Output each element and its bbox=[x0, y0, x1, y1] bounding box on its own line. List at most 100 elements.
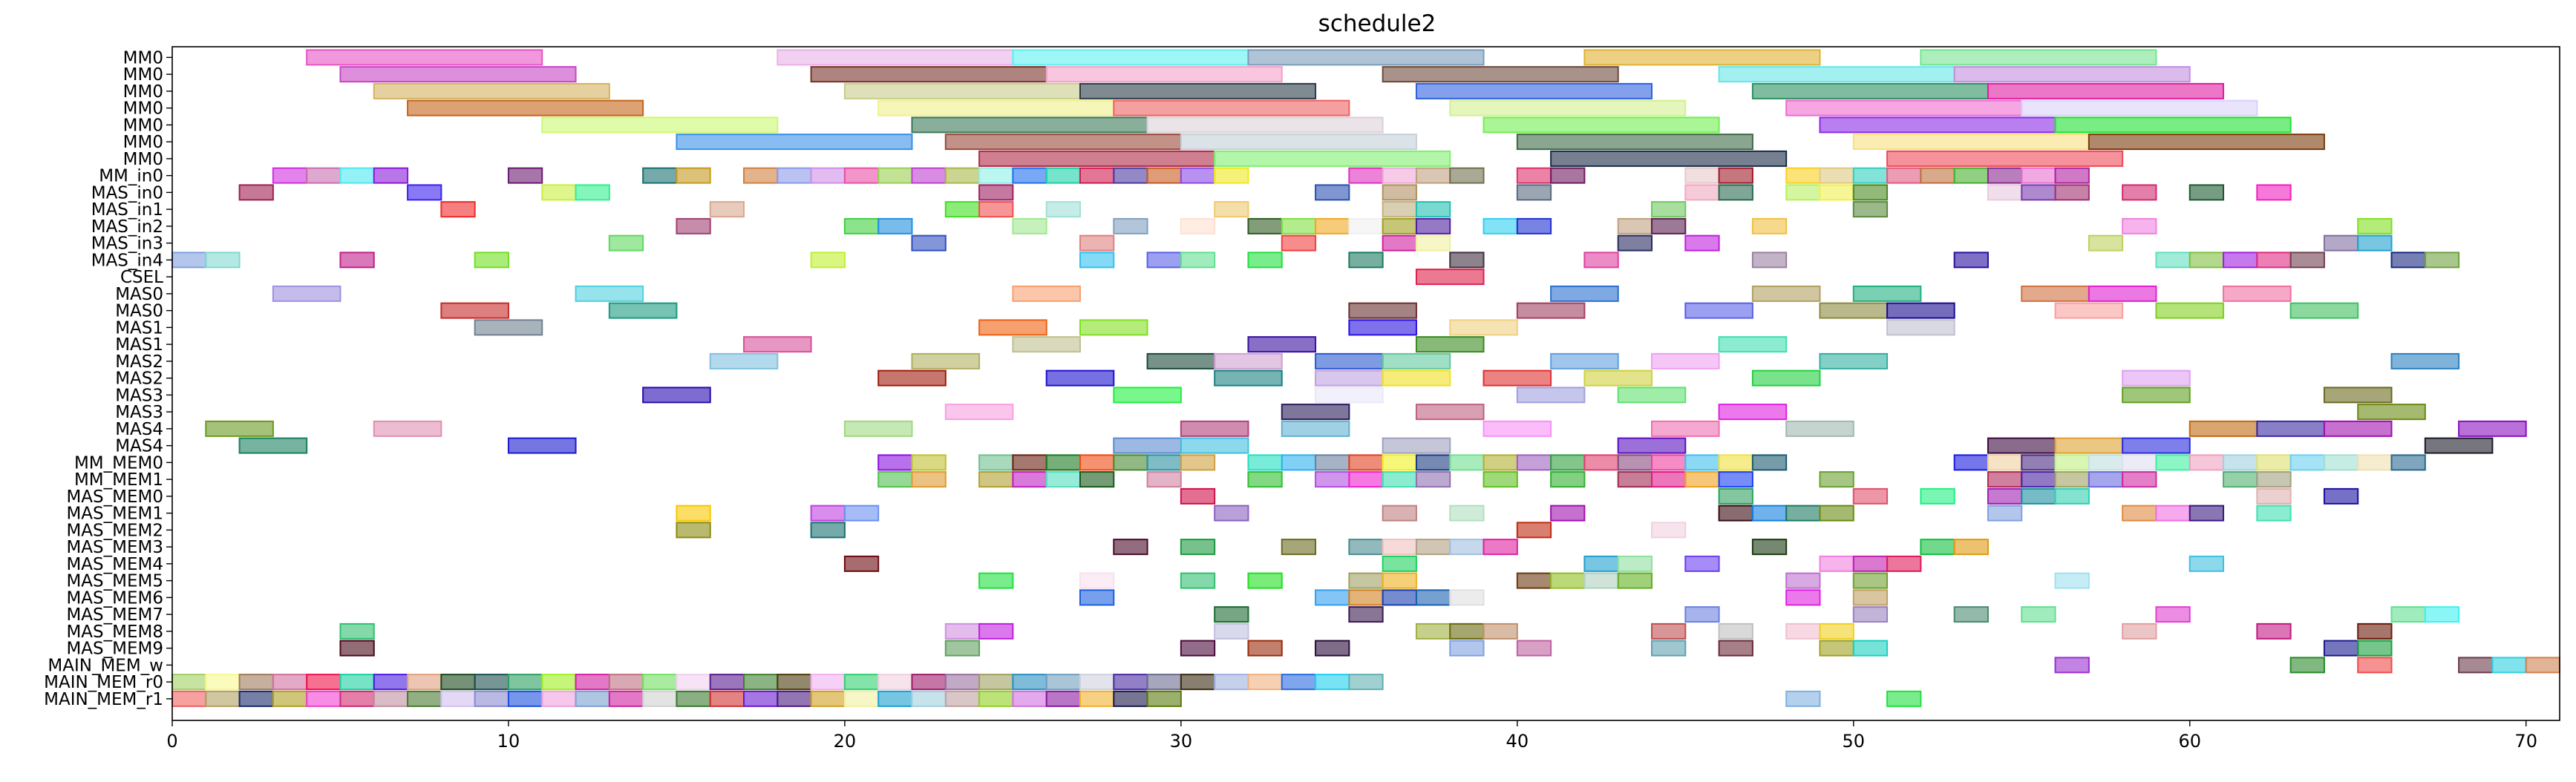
task-bar bbox=[1651, 217, 1687, 234]
y-tick-label: MAS_in1 bbox=[91, 200, 163, 220]
task-bar bbox=[1550, 572, 1586, 589]
task-bar bbox=[1180, 217, 1216, 234]
task-bar bbox=[1315, 674, 1350, 691]
task-bar bbox=[1550, 505, 1586, 522]
task-bar bbox=[1012, 690, 1047, 707]
task-bar bbox=[1348, 454, 1384, 471]
task-bar bbox=[507, 437, 577, 454]
task-bar bbox=[407, 99, 644, 116]
y-tick-label: MM0 bbox=[123, 48, 163, 68]
y-tick-label: MM_MEM0 bbox=[74, 453, 163, 473]
task-bar bbox=[1852, 167, 1889, 184]
task-bar bbox=[1348, 606, 1384, 623]
task-bar bbox=[2357, 640, 2393, 657]
task-bar bbox=[1247, 640, 1283, 657]
task-bar bbox=[272, 690, 308, 707]
y-tick-label: MAS_MEM2 bbox=[66, 521, 163, 540]
x-tick-label: 10 bbox=[497, 731, 520, 752]
y-tick-label: MM0 bbox=[123, 82, 163, 102]
task-bar bbox=[1751, 505, 1788, 522]
task-bar bbox=[2424, 437, 2494, 454]
task-bar bbox=[1819, 622, 1854, 640]
task-bar bbox=[306, 674, 341, 691]
y-tick-label: MAS_MEM0 bbox=[66, 487, 163, 507]
task-bar bbox=[676, 217, 711, 234]
task-bar bbox=[1415, 201, 1451, 218]
y-tick-label: CSEL bbox=[120, 268, 163, 287]
task-bar bbox=[1348, 319, 1417, 336]
task-bar bbox=[272, 285, 341, 302]
x-tick-labels: 0 10 20 30 40 50 60 70 bbox=[166, 720, 2537, 752]
y-tick-label: MAIN_MEM_r1 bbox=[44, 690, 163, 709]
task-bar bbox=[1785, 184, 1821, 201]
task-bar bbox=[2054, 572, 2090, 589]
task-bar bbox=[205, 420, 274, 437]
task-bar bbox=[1617, 217, 1653, 234]
task-bar bbox=[1651, 420, 1720, 437]
task-bar bbox=[1382, 454, 1417, 471]
task-bar bbox=[1315, 217, 1350, 234]
task-bar bbox=[810, 66, 1047, 83]
task-bar bbox=[1751, 252, 1788, 269]
task-bar bbox=[2088, 285, 2157, 302]
task-bar bbox=[1684, 471, 1720, 488]
task-bar bbox=[2088, 454, 2124, 471]
task-bar bbox=[1180, 134, 1417, 151]
task-bar bbox=[911, 167, 947, 184]
task-bar bbox=[1987, 167, 2023, 184]
task-bar bbox=[1718, 505, 1753, 522]
task-bar bbox=[2223, 454, 2258, 471]
task-bar bbox=[339, 252, 375, 269]
task-bar bbox=[1281, 674, 1317, 691]
task-bar bbox=[1953, 606, 1989, 623]
task-bar bbox=[272, 674, 308, 691]
y-tick-label: MAS2 bbox=[115, 352, 163, 372]
task-bar bbox=[507, 167, 543, 184]
task-bar bbox=[777, 167, 812, 184]
task-bar bbox=[1079, 234, 1115, 252]
task-bars bbox=[171, 49, 2561, 707]
task-bar bbox=[2122, 184, 2157, 201]
task-bar bbox=[877, 167, 913, 184]
task-bar bbox=[2289, 302, 2359, 319]
task-bar bbox=[877, 471, 913, 488]
task-bar bbox=[810, 167, 846, 184]
task-bar bbox=[2122, 454, 2157, 471]
task-bar bbox=[1045, 690, 1081, 707]
task-bar bbox=[978, 674, 1014, 691]
task-bar bbox=[642, 167, 678, 184]
task-bar bbox=[2155, 454, 2191, 471]
task-bar bbox=[1415, 217, 1451, 234]
task-bar bbox=[1382, 66, 1619, 83]
task-bar bbox=[306, 690, 341, 707]
task-bar bbox=[1113, 690, 1148, 707]
task-bar bbox=[440, 201, 476, 218]
task-bar bbox=[2223, 471, 2258, 488]
task-bar bbox=[1516, 134, 1753, 151]
task-bar bbox=[1819, 116, 2056, 134]
task-bar bbox=[1348, 167, 1384, 184]
y-tick-label: MAS_MEM6 bbox=[66, 588, 163, 608]
task-bar bbox=[877, 690, 913, 707]
task-bar bbox=[843, 167, 880, 184]
task-bar bbox=[843, 217, 880, 234]
task-bar bbox=[978, 572, 1014, 589]
task-bar bbox=[743, 167, 779, 184]
task-bar bbox=[911, 471, 947, 488]
task-bar bbox=[1281, 217, 1317, 234]
task-bar bbox=[810, 252, 846, 269]
task-bar bbox=[709, 201, 745, 218]
task-bar bbox=[1281, 420, 1350, 437]
task-bar bbox=[1886, 555, 1922, 572]
task-bar bbox=[2390, 454, 2426, 471]
task-bar bbox=[1247, 454, 1283, 471]
y-tick-label: MAS1 bbox=[115, 318, 163, 338]
task-bar bbox=[1214, 505, 1249, 522]
task-bar bbox=[1550, 352, 1619, 369]
task-bar bbox=[1718, 640, 1753, 657]
task-bar bbox=[1348, 589, 1384, 606]
task-bar bbox=[1987, 471, 2023, 488]
task-bar bbox=[2256, 505, 2292, 522]
task-bar bbox=[272, 167, 308, 184]
task-bar bbox=[1819, 640, 1854, 657]
